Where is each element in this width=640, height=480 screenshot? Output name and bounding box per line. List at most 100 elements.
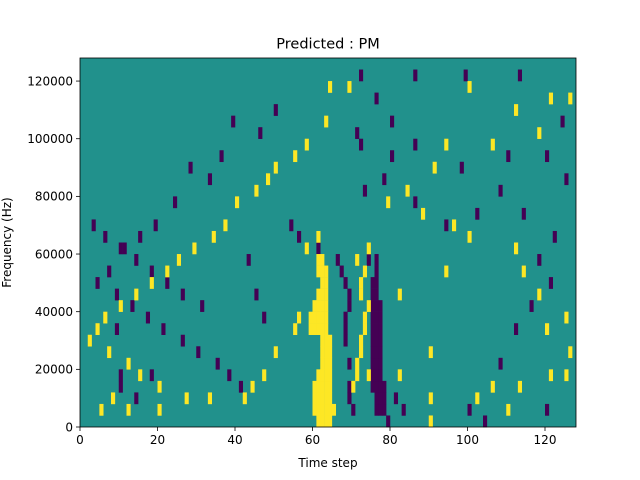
heatmap-cell-high (312, 403, 317, 416)
heatmap-cell-low (355, 127, 360, 139)
heatmap-cell-high (331, 403, 337, 416)
heatmap-cell-high (564, 311, 569, 324)
heatmap-cell-high (537, 288, 542, 301)
heatmap-cell-low (374, 254, 379, 266)
heatmap-cell-low (564, 173, 569, 186)
heatmap-cell-low (173, 196, 178, 209)
heatmap-cell-low (552, 230, 557, 243)
heatmap-cell-high (126, 357, 131, 370)
heatmap-cell-high (250, 380, 255, 393)
heatmap-cell-high (312, 323, 317, 335)
heatmap-cell-low (413, 138, 418, 151)
heatmap-cell-low (231, 115, 236, 128)
heatmap-cell-low (227, 369, 232, 382)
heatmap-cell-high (176, 254, 182, 266)
heatmap-area (80, 58, 576, 428)
heatmap-cell-high (95, 323, 100, 335)
heatmap-cell-high (87, 334, 92, 347)
heatmap-cell-high (324, 392, 329, 405)
heatmap-cell-low (238, 380, 244, 393)
x-axis-label: Time step (297, 456, 357, 470)
heatmap-cell-high (517, 380, 523, 393)
y-tick-label: 0 (65, 420, 73, 434)
heatmap-cell-high (235, 196, 240, 209)
heatmap-cell-high (320, 265, 325, 278)
heatmap-cell-low (134, 254, 139, 266)
heatmap-cell-low (91, 219, 96, 232)
heatmap-cell-high (328, 369, 333, 382)
heatmap-cell-low (378, 403, 383, 416)
heatmap-cell-high (320, 277, 325, 289)
heatmap-cell-high (432, 161, 437, 174)
heatmap-cell-low (529, 300, 534, 312)
heatmap-cell-high (366, 242, 371, 255)
heatmap-cell-high (359, 346, 364, 359)
heatmap-cell-high (362, 265, 368, 278)
heatmap-cell-low (366, 254, 371, 266)
heatmap-cell-high (428, 392, 433, 405)
heatmap-cell-high (316, 230, 321, 243)
heatmap-cell-high (157, 380, 162, 393)
heatmap-cell-low (297, 230, 302, 243)
heatmap-cell-low (374, 323, 379, 335)
heatmap-cell-high (328, 81, 333, 93)
heatmap-cell-low (374, 369, 379, 382)
heatmap-cell-high (293, 323, 298, 335)
heatmap-cell-high (324, 311, 329, 324)
y-tick-label: 60000 (35, 247, 73, 261)
heatmap-cell-high (366, 300, 371, 312)
heatmap-cell-low (118, 380, 123, 393)
heatmap-cell-low (200, 300, 205, 312)
heatmap-cell-low (370, 357, 375, 370)
heatmap-cell-low (134, 392, 139, 405)
heatmap-cell-low (370, 380, 375, 393)
heatmap-cell-high (514, 242, 519, 255)
heatmap-cell-high (165, 265, 170, 278)
heatmap-cell-low (351, 403, 356, 416)
heatmap-cell-high (324, 300, 329, 312)
heatmap-cell-low (343, 277, 348, 289)
heatmap-cell-high (312, 311, 317, 324)
heatmap-cell-low (335, 254, 340, 266)
heatmap-cell-high (207, 392, 213, 405)
heatmap-cell-high (397, 369, 402, 382)
heatmap-cell-high (138, 369, 143, 382)
heatmap-cell-high (312, 392, 317, 405)
heatmap-cell-high (304, 138, 309, 151)
heatmap-cell-high (324, 334, 329, 347)
heatmap-cell-low (370, 334, 375, 347)
heatmap-cell-high (316, 288, 321, 301)
heatmap-cell-low (118, 242, 123, 255)
heatmap-cell-low (215, 357, 220, 370)
heatmap-cell-high (444, 265, 449, 278)
heatmap-cell-high (184, 392, 189, 405)
heatmap-cell-high (254, 184, 259, 197)
heatmap-cell-low (374, 403, 379, 416)
heatmap-cell-high (242, 392, 247, 405)
heatmap-cell-high (359, 288, 364, 301)
heatmap-cell-low (378, 392, 383, 405)
heatmap-cell-low (343, 311, 348, 324)
heatmap-cell-low (537, 254, 542, 266)
x-tick-label: 60 (305, 433, 320, 447)
heatmap-cell-high (118, 300, 123, 312)
heatmap-cell-high (521, 265, 526, 278)
heatmap-cell-high (320, 415, 325, 428)
heatmap-cell-low (545, 403, 550, 416)
heatmap-cell-high (320, 334, 325, 347)
heatmap-cell-high (452, 219, 457, 232)
plot-frame (79, 57, 577, 428)
heatmap-cell-low (374, 334, 379, 347)
heatmap-cell-low (347, 392, 352, 405)
x-tick-label: 40 (227, 433, 242, 447)
heatmap-cell-high (107, 346, 112, 359)
heatmap-cell-low (463, 69, 468, 82)
heatmap-cell-low (343, 334, 348, 347)
x-tick-label: 0 (76, 433, 84, 447)
heatmap-cell-low (548, 277, 554, 289)
heatmap-cell-low (180, 288, 185, 301)
heatmap-cell-high (362, 323, 368, 335)
heatmap-cell-low (122, 242, 127, 255)
heatmap-cell-high (324, 369, 329, 382)
y-tick-label: 80000 (35, 190, 73, 204)
